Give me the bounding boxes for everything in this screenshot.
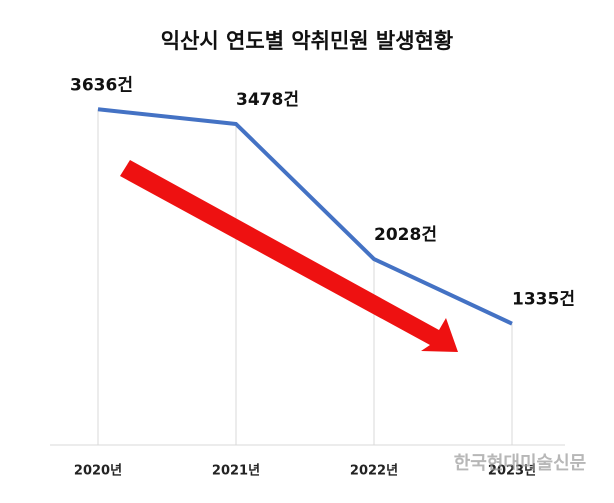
data-label: 3478건: [236, 90, 299, 110]
trend-arrow: [120, 160, 458, 352]
data-label: 1335건: [512, 290, 575, 310]
x-tick-label: 2022년: [350, 464, 398, 479]
data-label: 2028건: [374, 225, 437, 245]
line-series: [97, 107, 513, 326]
plot-area: 2020년 2021년 2022년 2023년 3636건 3478건 2028건 1335건: [50, 75, 575, 479]
watermark: 한국현대미술신문: [454, 453, 586, 474]
x-tick-label: 2023년: [488, 464, 536, 479]
x-tick-label: 2020년: [74, 464, 122, 479]
chart-title: 익산시 연도별 악취민원 발생현황: [161, 29, 453, 53]
data-label: 3636건: [70, 75, 133, 95]
x-tick-label: 2021년: [212, 464, 260, 479]
